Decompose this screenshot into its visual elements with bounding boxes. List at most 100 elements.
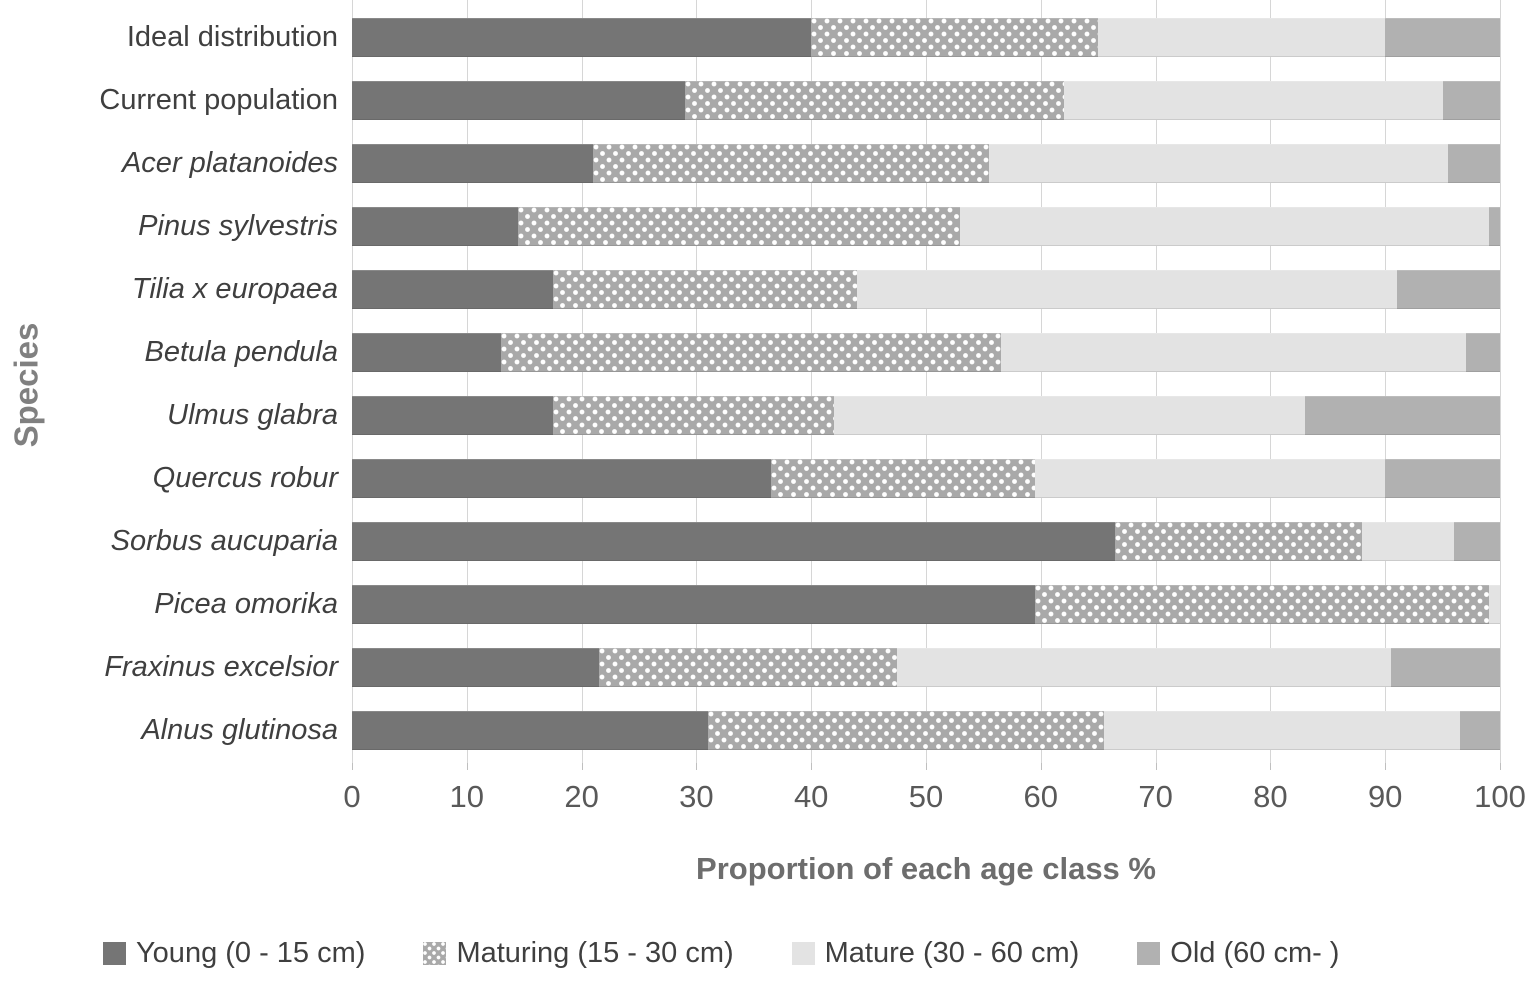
chart-row: Acer platanoides [0, 132, 1535, 195]
bar-segment [352, 711, 708, 750]
chart-row: Ideal distribution [0, 6, 1535, 69]
gridline [352, 0, 353, 763]
grid-layer [352, 0, 1501, 763]
gridline [696, 0, 698, 763]
chart-row: Pinus sylvestris [0, 195, 1535, 258]
bar-segment [1488, 585, 1500, 624]
bar-track [352, 573, 1500, 636]
x-tick-mark [811, 763, 813, 770]
category-label: Acer platanoides [121, 147, 338, 179]
legend-label: Mature (30 - 60 cm) [824, 937, 1080, 969]
bar-segment [552, 396, 835, 435]
chart-row: Current population [0, 69, 1535, 132]
bar-segment [1459, 711, 1500, 750]
bar-segment [352, 18, 812, 57]
bar-segment [1448, 144, 1500, 183]
bar-track [352, 69, 1500, 132]
chart-row: Picea omorika [0, 573, 1535, 636]
bar-segment [552, 270, 858, 309]
plot-area: Species Ideal distribution Current popula… [0, 0, 1535, 763]
bar-segment [834, 396, 1305, 435]
stacked-bar [352, 144, 1500, 183]
bar-segment [771, 459, 1036, 498]
x-tick-mark [1270, 763, 1272, 770]
bar-segment [1035, 585, 1489, 624]
gridline [926, 0, 927, 763]
x-tick-mark [581, 763, 583, 770]
chart-row: Fraxinus excelsior [0, 636, 1535, 699]
bar-segment [857, 270, 1397, 309]
legend-item: Old (60 cm- ) [1137, 937, 1339, 970]
stacked-bar [352, 522, 1500, 561]
bar-segment [352, 207, 519, 246]
bar-segment [811, 18, 1099, 57]
bar-segment [1098, 18, 1386, 57]
chart-row: Sorbus aucuparia [0, 510, 1535, 573]
gridline [1385, 0, 1387, 763]
x-tick-label: 80 [1253, 779, 1288, 814]
bar-segment [352, 333, 502, 372]
bar-segment [1488, 207, 1500, 246]
bar-segment [1035, 459, 1386, 498]
bar-segment [598, 648, 898, 687]
bar-track [352, 6, 1500, 69]
chart-row: Betula pendula [0, 321, 1535, 384]
bar-segment [1362, 522, 1455, 561]
x-axis-title: Proportion of each age class % [696, 851, 1156, 886]
category-label: Tilia x europaea [131, 273, 338, 305]
bar-segment [1385, 459, 1500, 498]
stacked-bar [352, 270, 1500, 309]
bar-track [352, 195, 1500, 258]
bar-segment [1115, 522, 1363, 561]
x-tick-label: 10 [449, 779, 485, 814]
stacked-bar [352, 711, 1500, 750]
gridline [466, 0, 468, 763]
bar-segment [1396, 270, 1500, 309]
chart-row: Ulmus glabra [0, 384, 1535, 447]
bar-segment [684, 81, 1064, 120]
stacked-bar [352, 207, 1500, 246]
legend-swatch [791, 942, 815, 965]
x-tick-mark [696, 763, 698, 770]
legend-item: Maturing (15 - 30 cm) [423, 937, 734, 970]
legend-label: Young (0 - 15 cm) [136, 937, 366, 969]
bar-segment [352, 522, 1116, 561]
rows: Ideal distribution Current population Acer… [0, 6, 1535, 762]
x-tick-label: 40 [793, 779, 829, 814]
bar-track [352, 699, 1500, 762]
x-tick-mark [352, 763, 353, 770]
x-tick-label: 100 [1474, 779, 1526, 814]
x-tick-label: 90 [1367, 779, 1403, 814]
category-label: Current population [99, 84, 338, 116]
bar-segment [501, 333, 1001, 372]
x-axis: 0 10 20 30 40 50 60 70 80 90 100 [343, 763, 1526, 827]
stacked-bar [352, 396, 1500, 435]
category-label: Ulmus glabra [167, 399, 338, 431]
x-tick-label: 0 [343, 779, 361, 814]
bar-segment [1454, 522, 1500, 561]
legend: Young (0 - 15 cm) Maturing (15 - 30 cm) Ma… [103, 937, 1535, 970]
bar-segment [352, 81, 685, 120]
chart-row: Tilia x europaea [0, 258, 1535, 321]
bar-track [352, 447, 1500, 510]
legend-item: Young (0 - 15 cm) [103, 937, 365, 970]
stacked-bar [352, 333, 1500, 372]
bar-segment [1304, 396, 1500, 435]
bar-segment [1390, 648, 1500, 687]
bar-segment [1103, 711, 1460, 750]
legend-swatch [423, 942, 447, 965]
bar-segment [352, 585, 1036, 624]
bar-segment [707, 711, 1104, 750]
x-tick-label: 70 [1138, 779, 1173, 814]
gridline [1270, 0, 1272, 763]
x-tick-mark [1500, 763, 1501, 770]
legend-item: Mature (30 - 60 cm) [791, 937, 1080, 970]
x-tick-mark [1385, 763, 1387, 770]
category-label: Pinus sylvestris [138, 210, 338, 242]
bar-segment [352, 144, 594, 183]
x-tick-mark [1155, 763, 1157, 770]
bar-segment [1000, 333, 1466, 372]
category-label: Ideal distribution [126, 21, 338, 53]
legend-label: Old (60 cm- ) [1170, 937, 1340, 969]
